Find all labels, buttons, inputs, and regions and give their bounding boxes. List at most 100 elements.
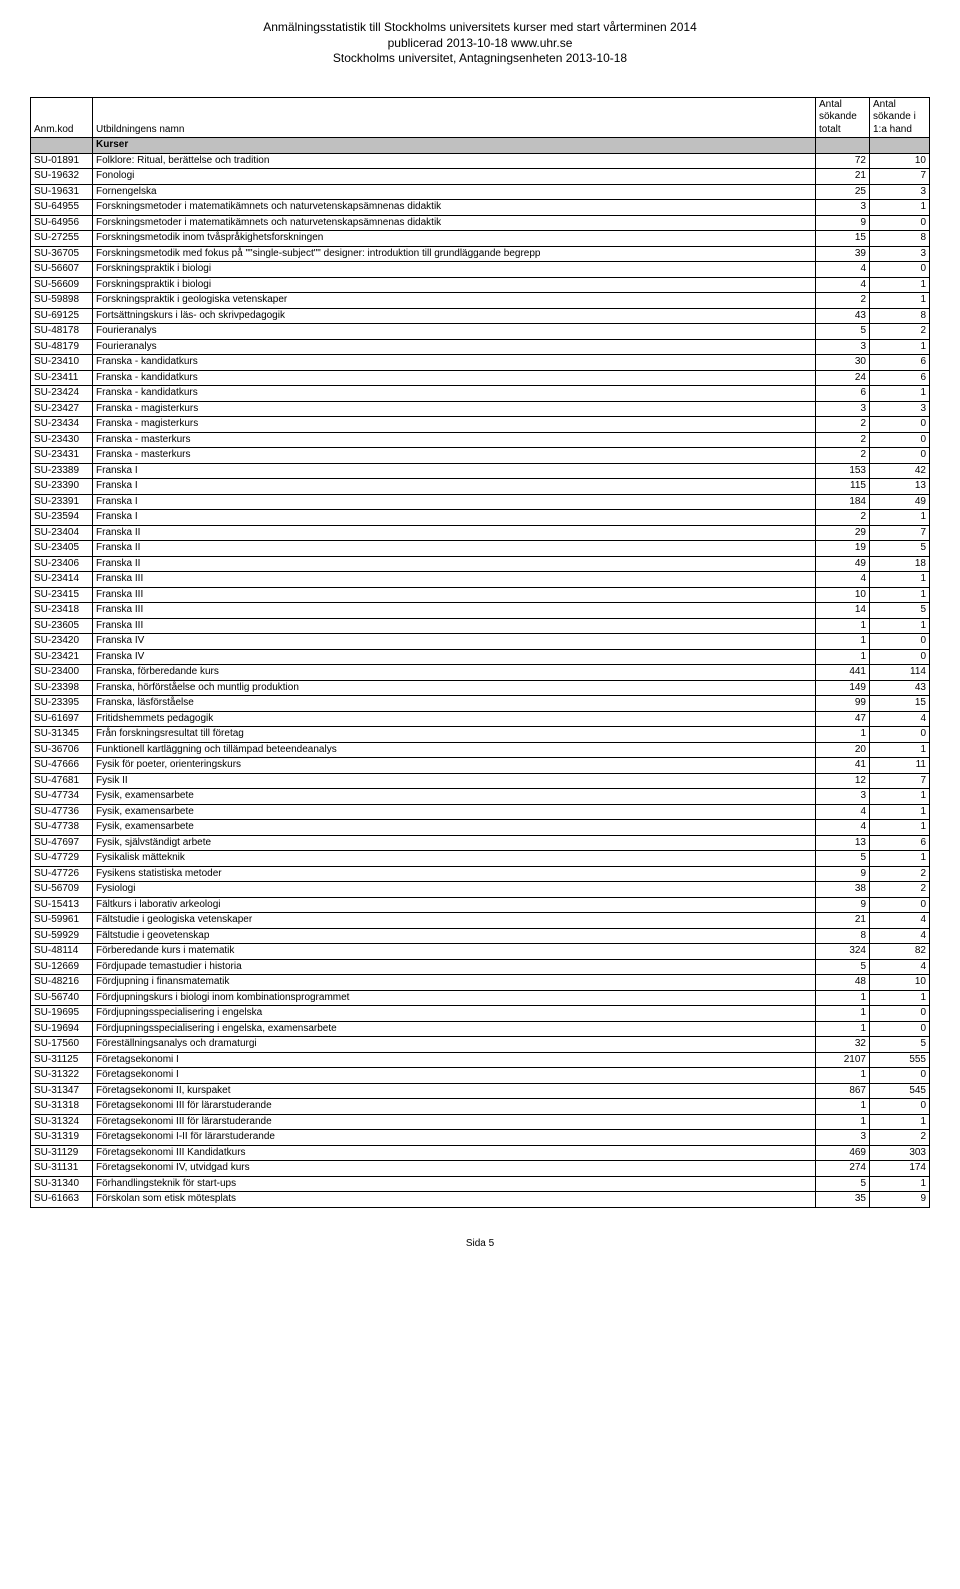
- cell-name: Fourieranalys: [93, 324, 816, 340]
- table-row: SU-48179Fourieranalys31: [31, 339, 930, 355]
- cell-name: Företagsekonomi I: [93, 1068, 816, 1084]
- cell-total: 1: [816, 1068, 870, 1084]
- cell-total: 47: [816, 711, 870, 727]
- cell-name: Fördjupningsspecialisering i engelska, e…: [93, 1021, 816, 1037]
- table-row: SU-23421Franska IV10: [31, 649, 930, 665]
- cell-code: SU-23411: [31, 370, 93, 386]
- cell-code: SU-23424: [31, 386, 93, 402]
- table-row: SU-64955Forskningsmetoder i matematikämn…: [31, 200, 930, 216]
- cell-code: SU-48114: [31, 944, 93, 960]
- cell-total: 30: [816, 355, 870, 371]
- cell-firsthand: 114: [870, 665, 930, 681]
- cell-total: 32: [816, 1037, 870, 1053]
- cell-name: Fornengelska: [93, 184, 816, 200]
- cell-firsthand: 1: [870, 742, 930, 758]
- cell-firsthand: 49: [870, 494, 930, 510]
- cell-code: SU-23418: [31, 603, 93, 619]
- table-row: SU-23391Franska I18449: [31, 494, 930, 510]
- cell-firsthand: 8: [870, 308, 930, 324]
- cell-name: Företagsekonomi I-II för lärarstuderande: [93, 1130, 816, 1146]
- cell-code: SU-59961: [31, 913, 93, 929]
- cell-name: Förhandlingsteknik för start-ups: [93, 1176, 816, 1192]
- cell-total: 38: [816, 882, 870, 898]
- cell-firsthand: 0: [870, 1006, 930, 1022]
- cell-total: 48: [816, 975, 870, 991]
- cell-code: SU-01891: [31, 153, 93, 169]
- section-spacer: [870, 138, 930, 154]
- table-row: SU-59961Fältstudie i geologiska vetenska…: [31, 913, 930, 929]
- table-row: SU-59898Forskningspraktik i geologiska v…: [31, 293, 930, 309]
- cell-name: Fysikens statistiska metoder: [93, 866, 816, 882]
- cell-code: SU-23389: [31, 463, 93, 479]
- cell-name: Från forskningsresultat till företag: [93, 727, 816, 743]
- cell-total: 21: [816, 913, 870, 929]
- cell-code: SU-23594: [31, 510, 93, 526]
- header-line-1: Anmälningsstatistik till Stockholms univ…: [30, 20, 930, 36]
- table-row: SU-23404Franska II297: [31, 525, 930, 541]
- table-row: SU-23427Franska - magisterkurs33: [31, 401, 930, 417]
- cell-code: SU-47736: [31, 804, 93, 820]
- col-header-name: Utbildningens namn: [93, 97, 816, 138]
- table-row: SU-48114Förberedande kurs i matematik324…: [31, 944, 930, 960]
- cell-total: 4: [816, 804, 870, 820]
- cell-total: 1: [816, 1006, 870, 1022]
- cell-name: Franska III: [93, 618, 816, 634]
- table-row: SU-19694Fördjupningsspecialisering i eng…: [31, 1021, 930, 1037]
- table-row: SU-56740Fördjupningskurs i biologi inom …: [31, 990, 930, 1006]
- cell-name: Franska I: [93, 463, 816, 479]
- cell-total: 19: [816, 541, 870, 557]
- cell-code: SU-19694: [31, 1021, 93, 1037]
- cell-code: SU-31324: [31, 1114, 93, 1130]
- cell-total: 149: [816, 680, 870, 696]
- cell-name: Fördjupning i finansmatematik: [93, 975, 816, 991]
- cell-name: Företagsekonomi II, kurspaket: [93, 1083, 816, 1099]
- cell-name: Fysik för poeter, orienteringskurs: [93, 758, 816, 774]
- cell-code: SU-47734: [31, 789, 93, 805]
- cell-name: Franska III: [93, 603, 816, 619]
- table-row: SU-47738Fysik, examensarbete41: [31, 820, 930, 836]
- cell-firsthand: 6: [870, 370, 930, 386]
- cell-name: Förberedande kurs i matematik: [93, 944, 816, 960]
- cell-code: SU-23406: [31, 556, 93, 572]
- cell-total: 2: [816, 293, 870, 309]
- col-header-total: Antal sökande totalt: [816, 97, 870, 138]
- cell-code: SU-23434: [31, 417, 93, 433]
- cell-name: Fysiologi: [93, 882, 816, 898]
- cell-firsthand: 555: [870, 1052, 930, 1068]
- cell-code: SU-31131: [31, 1161, 93, 1177]
- cell-name: Fältstudie i geovetenskap: [93, 928, 816, 944]
- cell-code: SU-47726: [31, 866, 93, 882]
- cell-code: SU-31347: [31, 1083, 93, 1099]
- cell-total: 1: [816, 727, 870, 743]
- cell-firsthand: 0: [870, 1068, 930, 1084]
- cell-code: SU-56609: [31, 277, 93, 293]
- table-row: SU-31345Från forskningsresultat till för…: [31, 727, 930, 743]
- cell-firsthand: 0: [870, 1099, 930, 1115]
- cell-total: 35: [816, 1192, 870, 1208]
- table-row: SU-23400Franska, förberedande kurs441114: [31, 665, 930, 681]
- page-footer: Sida 5: [30, 1238, 930, 1249]
- cell-name: Företagsekonomi III Kandidatkurs: [93, 1145, 816, 1161]
- cell-firsthand: 4: [870, 913, 930, 929]
- cell-firsthand: 11: [870, 758, 930, 774]
- cell-code: SU-31319: [31, 1130, 93, 1146]
- cell-firsthand: 0: [870, 432, 930, 448]
- cell-name: Fritidshemmets pedagogik: [93, 711, 816, 727]
- cell-name: Folklore: Ritual, berättelse och traditi…: [93, 153, 816, 169]
- cell-code: SU-48216: [31, 975, 93, 991]
- table-row: SU-47734Fysik, examensarbete31: [31, 789, 930, 805]
- cell-firsthand: 82: [870, 944, 930, 960]
- cell-total: 3: [816, 789, 870, 805]
- cell-code: SU-69125: [31, 308, 93, 324]
- cell-firsthand: 1: [870, 618, 930, 634]
- table-row: SU-23406Franska II4918: [31, 556, 930, 572]
- cell-firsthand: 1: [870, 200, 930, 216]
- table-row: SU-23431Franska - masterkurs20: [31, 448, 930, 464]
- cell-firsthand: 0: [870, 897, 930, 913]
- cell-total: 274: [816, 1161, 870, 1177]
- cell-code: SU-23421: [31, 649, 93, 665]
- col-header-code: Anm.kod: [31, 97, 93, 138]
- cell-name: Forskningspraktik i biologi: [93, 277, 816, 293]
- cell-total: 2: [816, 510, 870, 526]
- cell-firsthand: 0: [870, 649, 930, 665]
